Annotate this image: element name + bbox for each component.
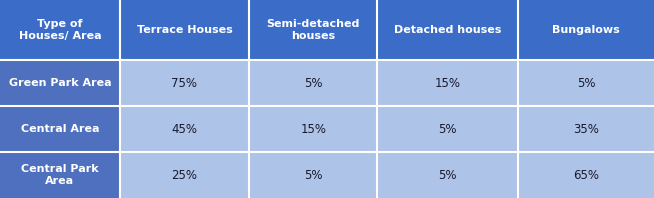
Text: 5%: 5%	[304, 77, 322, 90]
Bar	[249, 0, 377, 60]
Text: Central Park
Area: Central Park Area	[21, 164, 99, 186]
Text: Detached houses: Detached houses	[394, 25, 502, 35]
Bar	[120, 0, 249, 60]
Bar	[518, 106, 654, 152]
Text: 15%: 15%	[435, 77, 460, 90]
Bar	[249, 60, 377, 106]
Bar	[377, 60, 518, 106]
Text: 25%: 25%	[171, 168, 198, 182]
Text: 75%: 75%	[171, 77, 198, 90]
Bar	[518, 60, 654, 106]
Bar	[120, 106, 249, 152]
Text: Semi-detached
houses: Semi-detached houses	[267, 19, 360, 41]
Bar	[518, 0, 654, 60]
Text: Type of
Houses/ Area: Type of Houses/ Area	[18, 19, 101, 41]
Bar	[249, 106, 377, 152]
Text: 15%: 15%	[300, 123, 326, 136]
Bar	[0, 0, 120, 60]
Text: 5%: 5%	[438, 168, 457, 182]
Bar	[377, 106, 518, 152]
Text: 5%: 5%	[577, 77, 595, 90]
Bar	[518, 152, 654, 198]
Bar	[377, 0, 518, 60]
Bar	[0, 152, 120, 198]
Text: Central Area: Central Area	[20, 124, 99, 134]
Bar	[120, 152, 249, 198]
Text: Green Park Area: Green Park Area	[9, 78, 111, 88]
Bar	[120, 60, 249, 106]
Text: Bungalows: Bungalows	[552, 25, 620, 35]
Text: 65%: 65%	[573, 168, 599, 182]
Text: 45%: 45%	[171, 123, 198, 136]
Text: 5%: 5%	[438, 123, 457, 136]
Bar	[0, 60, 120, 106]
Text: 35%: 35%	[573, 123, 599, 136]
Bar	[0, 106, 120, 152]
Text: 5%: 5%	[304, 168, 322, 182]
Text: Terrace Houses: Terrace Houses	[137, 25, 232, 35]
Bar	[249, 152, 377, 198]
Bar	[377, 152, 518, 198]
